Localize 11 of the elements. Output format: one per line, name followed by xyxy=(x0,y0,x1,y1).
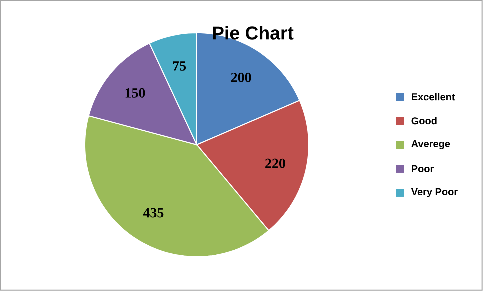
data-label: 435 xyxy=(143,208,164,218)
data-label: 200 xyxy=(231,72,252,82)
legend-label: Poor xyxy=(412,166,434,172)
data-label: 75 xyxy=(173,62,186,71)
legend-label: Excellent xyxy=(412,93,456,101)
chart-title: Pie Chart xyxy=(213,26,294,40)
data-label: 220 xyxy=(266,158,286,168)
legend-label: Good xyxy=(412,117,437,125)
data-label: 150 xyxy=(126,88,146,98)
legend-label: Very Poor xyxy=(411,188,458,198)
legend-label: Averege xyxy=(412,140,450,150)
